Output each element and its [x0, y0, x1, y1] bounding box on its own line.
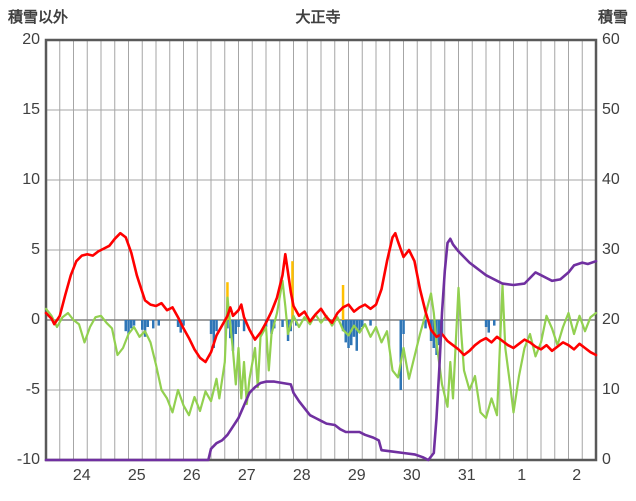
- blue-bars: [215, 320, 218, 332]
- x-axis-tick: 26: [182, 467, 201, 484]
- x-axis-tick: 31: [457, 467, 476, 484]
- blue-bars: [237, 320, 240, 327]
- left-axis-tick: 5: [31, 241, 40, 258]
- blue-bars: [234, 320, 237, 334]
- blue-bars: [424, 320, 427, 329]
- blue-bars: [487, 320, 490, 333]
- x-axis-tick: 25: [127, 467, 146, 484]
- blue-bars: [146, 320, 149, 327]
- blue-bars: [182, 320, 185, 326]
- blue-bars: [143, 320, 147, 337]
- blue-bars: [352, 320, 356, 337]
- left-axis-tick: 20: [22, 31, 40, 48]
- blue-bars: [124, 320, 127, 332]
- orange-bars: [341, 285, 345, 320]
- blue-bars: [179, 320, 182, 333]
- right-axis-tick: 40: [602, 171, 620, 188]
- blue-bars: [341, 320, 345, 332]
- x-axis-tick: 2: [572, 467, 582, 484]
- blue-bars: [484, 320, 488, 327]
- purple-snow-depth-line: [44, 237, 598, 462]
- x-axis-tick: 24: [72, 467, 91, 484]
- blue-bars: [130, 320, 133, 329]
- blue-bars: [141, 320, 144, 330]
- blue-bars: [270, 320, 273, 334]
- blue-bars: [438, 320, 441, 346]
- blue-bars: [209, 320, 213, 334]
- x-axis-tick: 27: [237, 467, 256, 484]
- left-axis-tick: 10: [22, 171, 40, 188]
- blue-bars: [281, 320, 284, 327]
- x-axis-tick: 28: [292, 467, 311, 484]
- left-axis-tick: 0: [31, 311, 40, 328]
- right-axis-title: 積雪: [597, 9, 628, 26]
- blue-bars: [212, 320, 215, 348]
- right-axis-tick: 10: [602, 381, 620, 398]
- blue-bars: [402, 320, 405, 334]
- left-axis-tick: -10: [16, 451, 40, 468]
- x-axis-tick: 1: [517, 467, 527, 484]
- right-axis-tick: 30: [602, 241, 620, 258]
- orange-bars: [291, 261, 294, 320]
- blue-bars: [361, 320, 364, 327]
- blue-bars: [132, 320, 136, 326]
- blue-bars: [355, 320, 358, 351]
- blue-bars: [369, 320, 372, 326]
- blue-bars: [127, 320, 130, 334]
- right-axis-tick: 20: [602, 311, 620, 328]
- right-axis-tick: 50: [602, 101, 620, 118]
- left-axis-title: 積雪以外: [8, 9, 69, 26]
- right-axis-tick: 60: [602, 31, 620, 48]
- blue-bars: [176, 320, 180, 327]
- blue-bars: [157, 320, 160, 326]
- left-axis-tick: 15: [22, 101, 40, 118]
- right-axis-tick: 0: [602, 451, 611, 468]
- blue-bars: [231, 320, 235, 351]
- x-axis-tick: 29: [347, 467, 366, 484]
- red-line: [44, 231, 598, 364]
- blue-bars: [358, 320, 361, 332]
- blue-bars: [242, 320, 246, 332]
- plot-frame: [44, 38, 598, 462]
- chart-title: 大正寺: [295, 9, 341, 26]
- blue-bars: [493, 320, 496, 326]
- blue-bars: [152, 320, 155, 329]
- blue-bars: [399, 320, 402, 390]
- x-axis-tick: 30: [402, 467, 421, 484]
- left-axis-tick: -5: [25, 381, 40, 398]
